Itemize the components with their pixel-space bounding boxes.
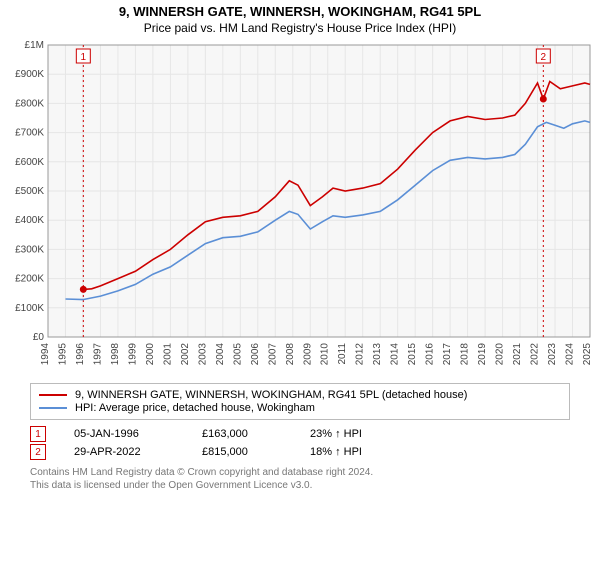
footer-line-1: Contains HM Land Registry data © Crown c… — [30, 466, 570, 479]
svg-text:£200K: £200K — [15, 274, 44, 285]
svg-text:2022: 2022 — [530, 343, 541, 366]
svg-text:2015: 2015 — [407, 343, 418, 366]
svg-text:£700K: £700K — [15, 128, 44, 139]
sales-table: 1 05-JAN-1996 £163,000 23% ↑ HPI 2 29-APR-202… — [30, 426, 570, 460]
svg-text:2008: 2008 — [285, 343, 296, 366]
svg-text:£100K: £100K — [15, 303, 44, 314]
sale-price: £163,000 — [202, 428, 282, 440]
svg-text:1998: 1998 — [110, 343, 121, 366]
price-chart: £0 £100K £200K £300K £400K £500K £600K £700K £80… — [0, 41, 600, 377]
svg-text:£0: £0 — [33, 332, 45, 343]
svg-text:1995: 1995 — [57, 343, 68, 366]
sale-price: £815,000 — [202, 446, 282, 458]
svg-text:2005: 2005 — [232, 343, 243, 366]
svg-text:2024: 2024 — [565, 343, 576, 366]
svg-text:2: 2 — [541, 52, 547, 63]
svg-text:2025: 2025 — [582, 343, 593, 366]
svg-text:2000: 2000 — [145, 343, 156, 366]
sale-marker: 1 — [30, 426, 46, 442]
svg-text:2018: 2018 — [460, 343, 471, 366]
svg-text:2016: 2016 — [425, 343, 436, 366]
svg-text:2010: 2010 — [320, 343, 331, 366]
svg-text:2017: 2017 — [442, 343, 453, 366]
sale-row: 1 05-JAN-1996 £163,000 23% ↑ HPI — [30, 426, 570, 442]
svg-text:2007: 2007 — [267, 343, 278, 366]
svg-text:£300K: £300K — [15, 244, 44, 255]
svg-text:1994: 1994 — [40, 343, 51, 366]
page-title: 9, WINNERSH GATE, WINNERSH, WOKINGHAM, R… — [0, 4, 600, 19]
svg-text:1997: 1997 — [92, 343, 103, 366]
legend-swatch — [39, 394, 67, 396]
legend-swatch — [39, 407, 67, 409]
svg-text:2002: 2002 — [180, 343, 191, 366]
svg-text:2001: 2001 — [162, 343, 173, 366]
legend-label: HPI: Average price, detached house, Woki… — [75, 402, 315, 414]
svg-text:2011: 2011 — [337, 343, 348, 365]
svg-text:2020: 2020 — [495, 343, 506, 366]
legend-item: 9, WINNERSH GATE, WINNERSH, WOKINGHAM, R… — [39, 389, 561, 401]
sale-hpi: 18% ↑ HPI — [310, 446, 400, 458]
svg-text:1996: 1996 — [75, 343, 86, 366]
svg-text:2013: 2013 — [372, 343, 383, 366]
legend-label: 9, WINNERSH GATE, WINNERSH, WOKINGHAM, R… — [75, 389, 467, 401]
svg-text:2023: 2023 — [547, 343, 558, 366]
svg-text:2021: 2021 — [512, 343, 523, 366]
page-subtitle: Price paid vs. HM Land Registry's House … — [0, 21, 600, 35]
svg-text:£500K: £500K — [15, 186, 44, 197]
svg-text:2012: 2012 — [355, 343, 366, 366]
sale-date: 05-JAN-1996 — [74, 428, 174, 440]
svg-text:£600K: £600K — [15, 157, 44, 168]
svg-text:1999: 1999 — [127, 343, 138, 366]
svg-text:2003: 2003 — [197, 343, 208, 366]
sale-marker: 2 — [30, 444, 46, 460]
legend-item: HPI: Average price, detached house, Woki… — [39, 402, 561, 414]
sale-row: 2 29-APR-2022 £815,000 18% ↑ HPI — [30, 444, 570, 460]
svg-text:1: 1 — [81, 52, 87, 63]
sale-date: 29-APR-2022 — [74, 446, 174, 458]
svg-text:2019: 2019 — [477, 343, 488, 366]
svg-text:£1M: £1M — [25, 41, 44, 51]
svg-text:2009: 2009 — [302, 343, 313, 366]
svg-text:2006: 2006 — [250, 343, 261, 366]
svg-text:£400K: £400K — [15, 215, 44, 226]
legend: 9, WINNERSH GATE, WINNERSH, WOKINGHAM, R… — [30, 383, 570, 420]
sale-hpi: 23% ↑ HPI — [310, 428, 400, 440]
footer-line-2: This data is licensed under the Open Gov… — [30, 479, 570, 492]
svg-text:2004: 2004 — [215, 343, 226, 366]
svg-text:£900K: £900K — [15, 69, 44, 80]
footer-attribution: Contains HM Land Registry data © Crown c… — [30, 466, 570, 492]
svg-text:2014: 2014 — [390, 343, 401, 366]
svg-text:£800K: £800K — [15, 98, 44, 109]
